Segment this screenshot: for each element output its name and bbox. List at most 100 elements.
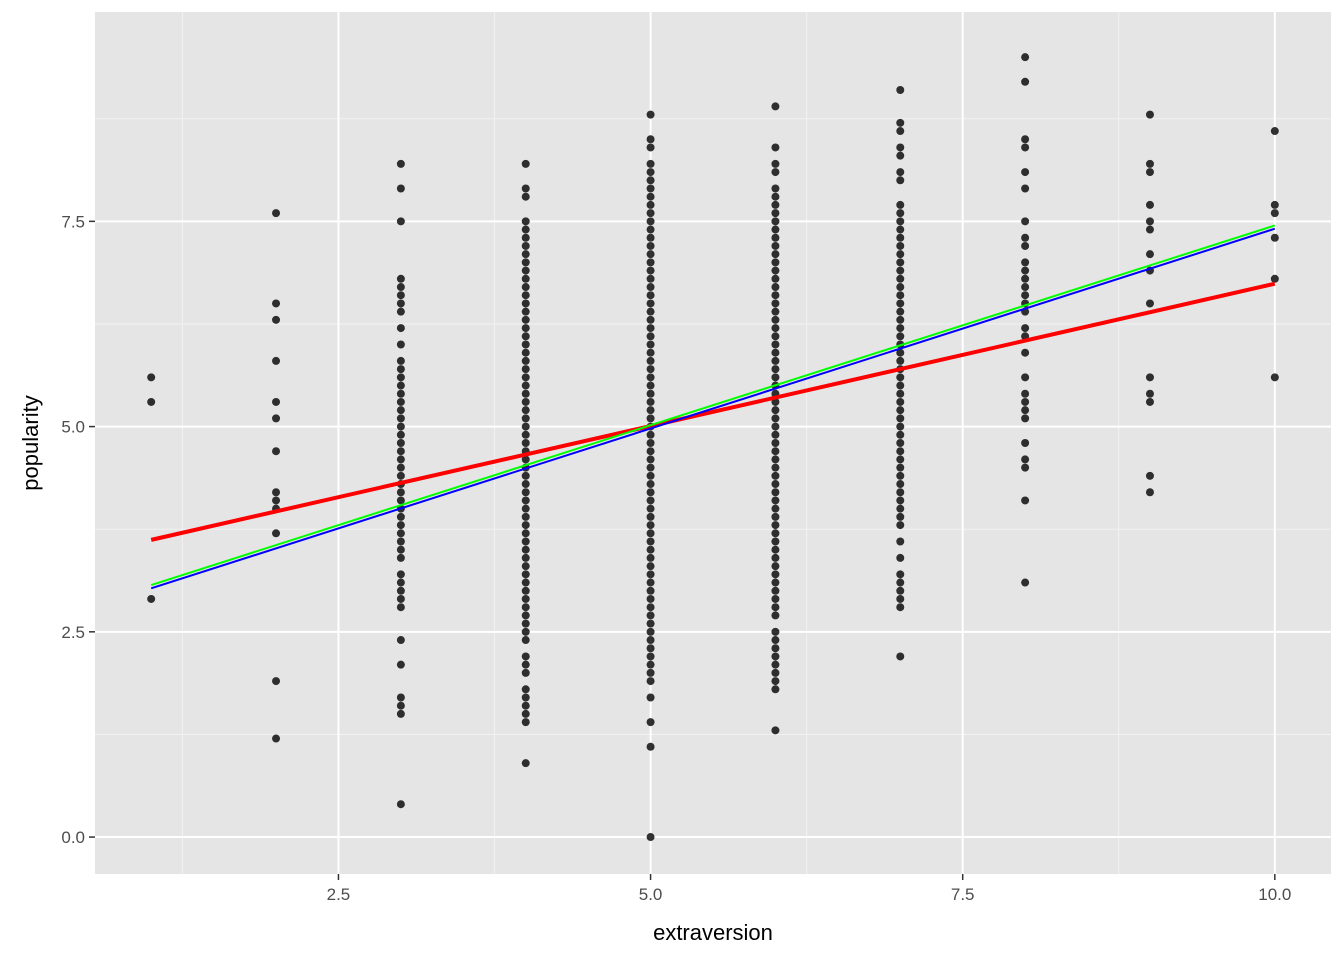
data-point	[646, 512, 655, 521]
data-point	[771, 422, 780, 431]
data-point	[896, 217, 905, 226]
data-point	[771, 677, 780, 686]
data-point	[896, 118, 905, 127]
data-point	[1021, 135, 1030, 144]
data-point	[771, 283, 780, 292]
data-point	[1145, 225, 1154, 234]
data-point	[646, 192, 655, 201]
data-point	[1021, 414, 1030, 423]
data-point	[646, 209, 655, 218]
data-point	[771, 274, 780, 283]
data-point	[771, 168, 780, 177]
data-point	[646, 291, 655, 300]
data-point	[272, 299, 281, 308]
data-point	[396, 693, 405, 702]
data-point	[521, 274, 530, 283]
data-point	[521, 406, 530, 415]
data-point	[521, 365, 530, 374]
data-point	[396, 381, 405, 390]
data-point	[396, 488, 405, 497]
data-point	[396, 545, 405, 554]
data-point	[896, 209, 905, 218]
data-point	[521, 627, 530, 636]
data-point	[771, 652, 780, 661]
data-point	[1021, 463, 1030, 472]
data-point	[771, 480, 780, 489]
data-point	[896, 266, 905, 275]
data-point	[771, 586, 780, 595]
data-point	[521, 759, 530, 768]
data-point	[646, 611, 655, 620]
data-point	[771, 102, 780, 111]
data-point	[521, 619, 530, 628]
data-point	[896, 241, 905, 250]
data-point	[896, 414, 905, 423]
data-point	[896, 406, 905, 415]
data-point	[771, 578, 780, 587]
data-point	[896, 512, 905, 521]
data-point	[646, 250, 655, 259]
data-point	[771, 332, 780, 341]
data-point	[896, 250, 905, 259]
data-point	[646, 447, 655, 456]
data-point	[646, 603, 655, 612]
data-point	[1145, 200, 1154, 209]
data-point	[521, 480, 530, 489]
data-point	[396, 603, 405, 612]
data-point	[646, 307, 655, 316]
data-point	[646, 463, 655, 472]
data-point	[1270, 373, 1279, 382]
data-point	[646, 340, 655, 349]
data-point	[1145, 159, 1154, 168]
data-point	[896, 258, 905, 267]
data-point	[896, 397, 905, 406]
data-point	[1270, 127, 1279, 136]
data-point	[771, 225, 780, 234]
data-point	[521, 356, 530, 365]
data-point	[646, 742, 655, 751]
data-point	[771, 636, 780, 645]
data-point	[1021, 143, 1030, 152]
data-point	[521, 422, 530, 431]
data-point	[646, 135, 655, 144]
data-point	[646, 348, 655, 357]
data-point	[646, 315, 655, 324]
data-point	[771, 627, 780, 636]
data-point	[1021, 373, 1030, 382]
data-point	[896, 315, 905, 324]
data-point	[521, 709, 530, 718]
data-point	[521, 381, 530, 390]
data-point	[646, 283, 655, 292]
data-point	[1145, 250, 1154, 259]
data-point	[771, 200, 780, 209]
fit-line-2	[150, 224, 1276, 586]
data-point	[1145, 471, 1154, 480]
data-point	[521, 496, 530, 505]
data-point	[646, 471, 655, 480]
data-point	[896, 200, 905, 209]
data-point	[646, 406, 655, 415]
data-point	[396, 291, 405, 300]
data-point	[1145, 299, 1154, 308]
data-point	[521, 233, 530, 242]
data-point	[1145, 110, 1154, 119]
data-point	[646, 537, 655, 546]
data-point	[771, 307, 780, 316]
data-point	[396, 537, 405, 546]
data-point	[396, 570, 405, 579]
data-point	[646, 373, 655, 382]
data-point	[396, 340, 405, 349]
data-point	[272, 414, 281, 423]
data-point	[646, 570, 655, 579]
data-point	[521, 283, 530, 292]
data-point	[646, 217, 655, 226]
data-point	[771, 611, 780, 620]
data-point	[1021, 578, 1030, 587]
data-point	[646, 833, 655, 842]
data-point	[896, 381, 905, 390]
data-point	[396, 471, 405, 480]
data-point	[1021, 439, 1030, 447]
data-point	[1021, 274, 1030, 283]
data-point	[771, 143, 780, 152]
